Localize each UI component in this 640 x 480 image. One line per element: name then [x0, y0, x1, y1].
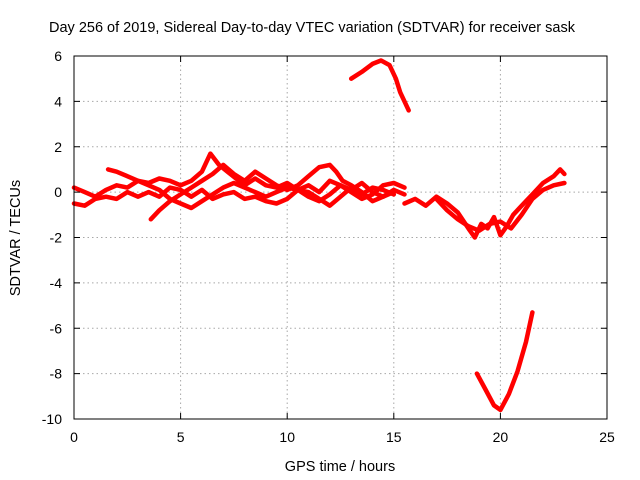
y-tick-label: -2 [50, 230, 63, 246]
series-arc-lower [474, 310, 535, 413]
x-tick-label: 0 [70, 429, 78, 445]
series-band-a [71, 185, 397, 208]
x-tick-label: 15 [386, 429, 402, 445]
series-band-d [148, 162, 397, 222]
y-tick-label: 4 [54, 93, 62, 109]
y-tick-label: -6 [50, 320, 63, 336]
x-tick-label: 10 [279, 429, 295, 445]
y-axis-label: SDTVAR / TECUs [8, 180, 24, 296]
chart-title: Day 256 of 2019, Sidereal Day-to-day VTE… [49, 20, 576, 36]
grid [74, 56, 607, 419]
y-tick-label: -10 [42, 411, 62, 427]
x-tick-label: 5 [177, 429, 185, 445]
axis-ticks: 0 5 10 15 20 25 -10 -8 -6 -4 -2 0 2 4 6 [42, 48, 615, 445]
y-tick-label: 2 [54, 139, 62, 155]
y-tick-label: -8 [50, 366, 63, 382]
x-axis-label: GPS time / hours [285, 459, 395, 475]
y-tick-label: 0 [54, 184, 62, 200]
x-tick-label: 20 [493, 429, 509, 445]
series-band-c [105, 167, 407, 211]
y-tick-label: -4 [50, 275, 63, 291]
series-arc-upper [348, 58, 411, 113]
series-band-f [434, 180, 567, 233]
y-tick-label: 6 [54, 48, 62, 64]
data-series [71, 58, 567, 413]
x-tick-label: 25 [599, 429, 615, 445]
